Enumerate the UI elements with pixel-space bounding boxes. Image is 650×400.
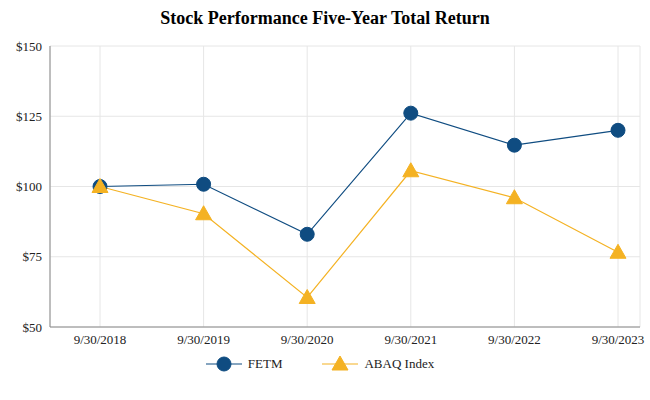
svg-text:9/30/2019: 9/30/2019 — [177, 332, 230, 347]
svg-text:$100: $100 — [16, 179, 42, 194]
html-text:ABAQ Index: ABAQ Index — [364, 356, 435, 371]
svg-text:9/30/2018: 9/30/2018 — [74, 332, 127, 347]
svg-text:9/30/2021: 9/30/2021 — [384, 332, 437, 347]
svg-text:$50: $50 — [23, 320, 43, 335]
svg-text:9/30/2022: 9/30/2022 — [488, 332, 541, 347]
svg-text:$75: $75 — [23, 249, 43, 264]
svg-text:9/30/2023: 9/30/2023 — [592, 332, 642, 347]
svg-text:9/30/2020: 9/30/2020 — [281, 332, 334, 347]
svg-text:$125: $125 — [16, 109, 42, 124]
html-text:Stock Performance Five-Year To: Stock Performance Five-Year Total Return — [160, 8, 490, 28]
html-text:FETM: FETM — [247, 356, 283, 371]
svg-text:$150: $150 — [16, 39, 42, 54]
